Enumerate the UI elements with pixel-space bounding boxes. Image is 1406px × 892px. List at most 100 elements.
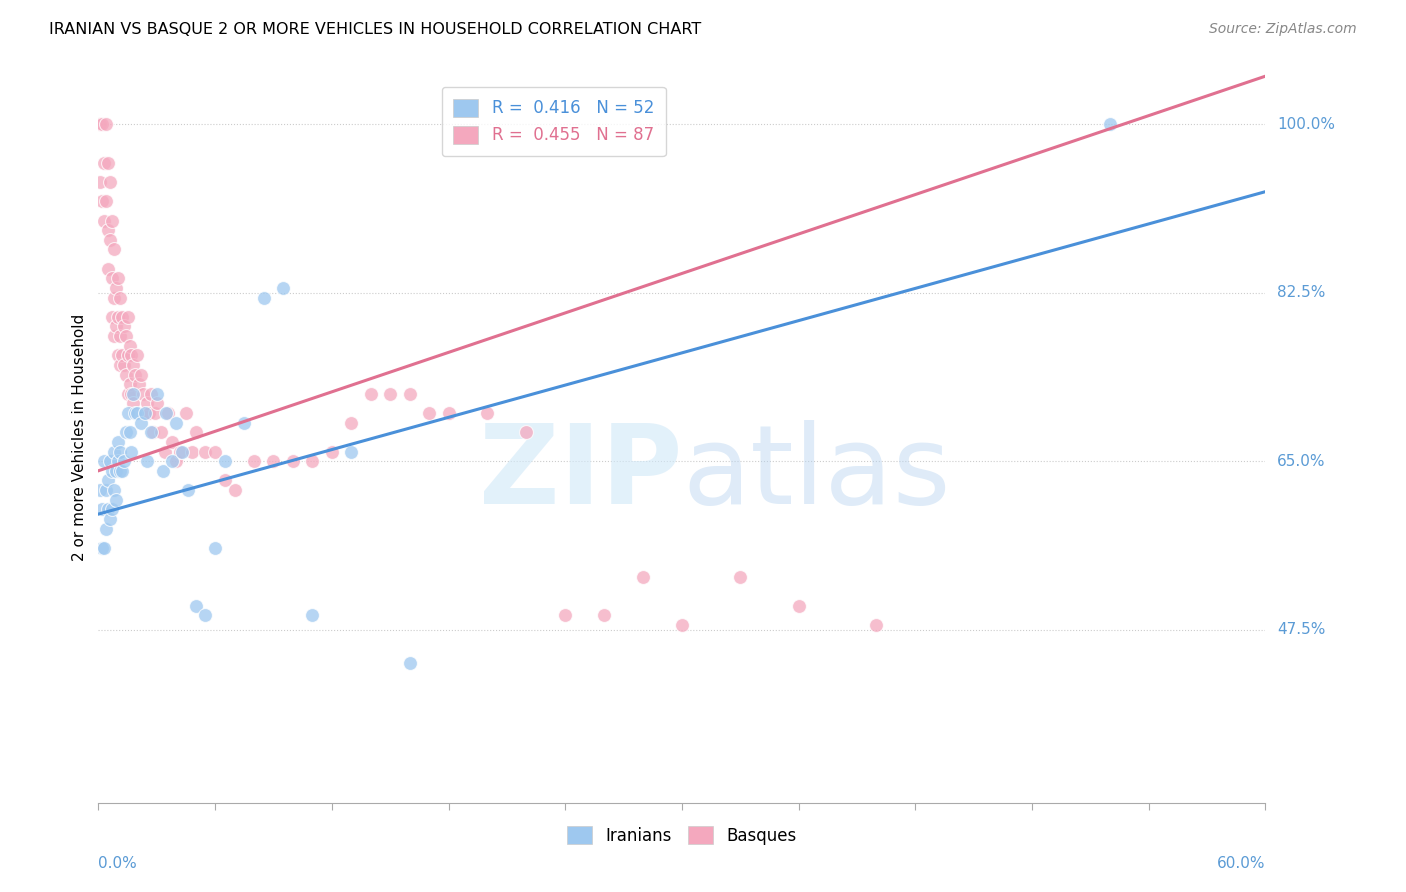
Text: 0.0%: 0.0% (98, 855, 138, 871)
Point (194, 444, 217, 458)
Point (108, 329, 131, 343)
Point (593, 608, 616, 623)
Point (153, 444, 176, 458)
Text: 65.0%: 65.0% (1277, 454, 1326, 468)
Point (97, 261, 120, 276)
Point (146, 396, 169, 410)
Point (124, 368, 146, 382)
Point (162, 434, 184, 449)
Point (101, 213, 124, 227)
Legend: Iranians, Basques: Iranians, Basques (555, 814, 808, 856)
Point (380, 386, 402, 401)
Point (107, 271, 129, 285)
Point (121, 386, 143, 401)
Point (253, 291, 276, 305)
Point (98, 512, 121, 526)
Point (112, 358, 135, 372)
Point (96, 194, 118, 209)
Point (437, 406, 460, 420)
Point (170, 444, 193, 458)
Point (112, 454, 135, 468)
Point (108, 358, 131, 372)
Point (136, 396, 159, 410)
Point (104, 492, 127, 507)
Text: 82.5%: 82.5% (1277, 285, 1326, 301)
Text: 47.5%: 47.5% (1277, 622, 1326, 637)
Point (340, 444, 363, 458)
Point (122, 386, 145, 401)
Point (117, 386, 139, 401)
Point (281, 454, 304, 468)
Point (107, 310, 129, 324)
Point (134, 406, 156, 420)
Point (262, 454, 284, 468)
Point (97, 155, 120, 169)
Point (96, 483, 118, 497)
Point (108, 444, 131, 458)
Point (165, 416, 187, 430)
Point (301, 608, 323, 623)
Point (98, 175, 121, 189)
Point (98, 454, 121, 468)
Point (398, 657, 420, 671)
Text: 100.0%: 100.0% (1277, 117, 1336, 132)
Point (233, 416, 256, 430)
Point (101, 271, 124, 285)
Point (143, 406, 166, 420)
Point (146, 386, 169, 401)
Point (91, 117, 114, 131)
Point (134, 406, 156, 420)
Point (118, 377, 141, 392)
Point (122, 396, 145, 410)
Point (103, 444, 125, 458)
Point (97, 474, 120, 488)
Point (139, 425, 162, 440)
Text: IRANIAN VS BASQUE 2 OR MORE VEHICLES IN HOUSEHOLD CORRELATION CHART: IRANIAN VS BASQUE 2 OR MORE VEHICLES IN … (49, 22, 702, 37)
Point (91, 502, 114, 516)
Text: atlas: atlas (682, 420, 950, 527)
Point (301, 454, 323, 468)
Point (108, 464, 131, 478)
Point (340, 416, 363, 430)
Point (103, 329, 125, 343)
Point (174, 406, 197, 420)
Point (89, 175, 111, 189)
Point (360, 386, 382, 401)
Point (111, 310, 134, 324)
Point (155, 406, 177, 420)
Point (98, 233, 121, 247)
Point (671, 617, 693, 632)
Point (118, 338, 141, 352)
Point (111, 464, 134, 478)
Point (93, 454, 115, 468)
Point (418, 406, 440, 420)
Point (243, 454, 266, 468)
Point (157, 406, 180, 420)
Point (631, 569, 654, 583)
Point (214, 454, 236, 468)
Point (127, 406, 149, 420)
Point (91, 194, 114, 209)
Point (177, 483, 200, 497)
Point (101, 464, 124, 478)
Point (103, 291, 125, 305)
Point (108, 291, 131, 305)
Point (184, 425, 207, 440)
Point (97, 223, 120, 237)
Point (121, 444, 143, 458)
Point (204, 541, 226, 555)
Point (96, 521, 118, 535)
Point (93, 155, 115, 169)
Point (321, 444, 343, 458)
Point (271, 281, 294, 295)
Point (117, 310, 139, 324)
Point (104, 319, 127, 334)
Point (142, 425, 165, 440)
Point (554, 608, 576, 623)
Point (104, 464, 127, 478)
Point (101, 502, 124, 516)
Point (107, 434, 129, 449)
Point (122, 358, 145, 372)
Point (515, 425, 537, 440)
Point (101, 310, 124, 324)
